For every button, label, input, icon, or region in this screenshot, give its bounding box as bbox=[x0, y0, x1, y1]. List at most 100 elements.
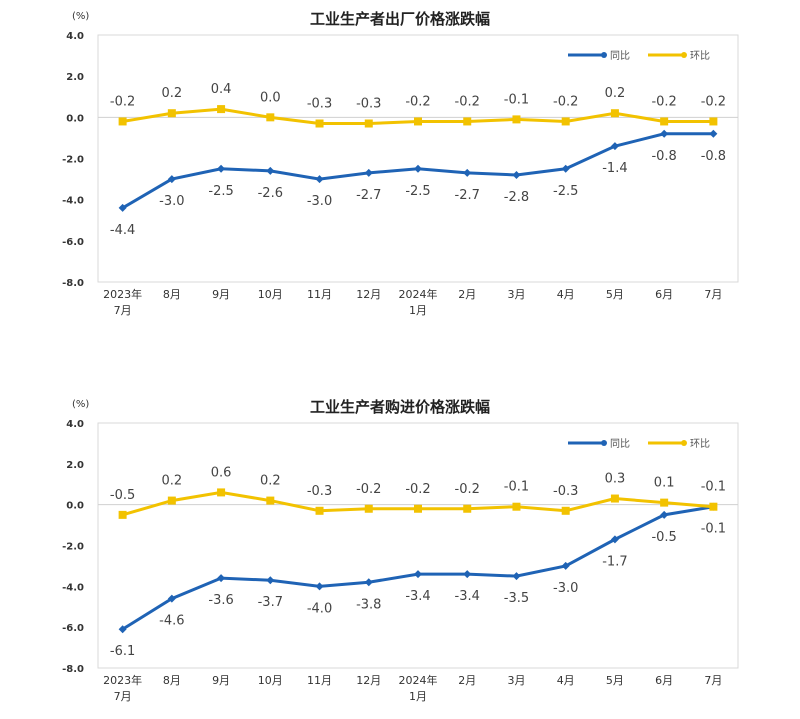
data-label: -0.2 bbox=[701, 94, 726, 109]
data-point bbox=[463, 117, 472, 126]
x-tick-label: 2024年 bbox=[399, 287, 438, 301]
data-label: -3.7 bbox=[258, 595, 283, 610]
y-tick-label: -6.0 bbox=[62, 623, 84, 634]
x-tick-label: 4月 bbox=[557, 288, 575, 301]
x-tick-label: 7月 bbox=[704, 288, 722, 301]
data-point bbox=[512, 572, 521, 581]
data-point bbox=[364, 504, 373, 513]
legend-marker bbox=[681, 52, 687, 58]
data-point bbox=[660, 498, 669, 507]
data-point bbox=[167, 175, 176, 184]
data-label: 0.0 bbox=[260, 90, 281, 105]
data-point bbox=[414, 570, 422, 579]
data-label: -0.2 bbox=[405, 94, 430, 109]
data-point bbox=[364, 119, 373, 128]
y-tick-label: 0.0 bbox=[66, 501, 84, 512]
data-point bbox=[167, 496, 176, 505]
data-label: -3.4 bbox=[405, 589, 430, 604]
data-point bbox=[512, 502, 521, 511]
data-point bbox=[315, 582, 324, 591]
x-tick-label: 10月 bbox=[258, 288, 283, 301]
data-label: 0.4 bbox=[211, 82, 232, 97]
data-point bbox=[364, 578, 373, 587]
data-label: -2.7 bbox=[356, 188, 381, 203]
chart-2: 工业生产者购进价格涨跌幅 (%) 4.0 2.0 0.0 -2.0 -4.0 -6.0 -8.0… bbox=[62, 398, 739, 703]
data-point bbox=[610, 109, 619, 118]
data-label: -4.6 bbox=[159, 614, 184, 629]
data-label: -3.5 bbox=[504, 591, 529, 606]
data-label: -0.2 bbox=[651, 94, 676, 109]
data-label: -3.0 bbox=[159, 194, 184, 209]
data-label: -0.3 bbox=[307, 97, 332, 112]
legend-label: 环比 bbox=[690, 438, 710, 450]
x-tick-label: 9月 bbox=[212, 288, 230, 301]
y-tick-label: 4.0 bbox=[66, 31, 84, 42]
data-label: -2.6 bbox=[258, 186, 283, 201]
x-tick-label: 6月 bbox=[655, 288, 673, 301]
x-tick-label: 2月 bbox=[458, 288, 476, 301]
x-tick-label: 9月 bbox=[212, 674, 230, 687]
data-label: -0.8 bbox=[701, 149, 726, 164]
data-point bbox=[266, 113, 275, 122]
data-label: -0.2 bbox=[356, 482, 381, 497]
data-point bbox=[217, 164, 226, 173]
data-point bbox=[414, 504, 422, 513]
data-point bbox=[610, 142, 619, 151]
y-tick-label: -2.0 bbox=[62, 542, 84, 553]
y-tick-label: -8.0 bbox=[62, 278, 84, 289]
x-tick-label: 8月 bbox=[163, 288, 181, 301]
x-tick-label: 12月 bbox=[356, 288, 381, 301]
data-point bbox=[463, 504, 472, 513]
data-point bbox=[118, 203, 127, 212]
data-label: -0.1 bbox=[701, 480, 726, 495]
data-label: 0.2 bbox=[260, 474, 281, 489]
data-point bbox=[660, 117, 669, 126]
data-label: -0.8 bbox=[651, 149, 676, 164]
data-point bbox=[660, 510, 669, 519]
data-label: -4.4 bbox=[110, 223, 135, 238]
x-tick-label: 11月 bbox=[307, 674, 332, 687]
chart-title: 工业生产者出厂价格涨跌幅 bbox=[310, 10, 490, 28]
x-tick-label: 2月 bbox=[458, 674, 476, 687]
x-tick-label: 1月 bbox=[409, 690, 427, 703]
y-tick-label: -2.0 bbox=[62, 155, 84, 166]
data-point bbox=[266, 496, 275, 505]
y-tick-label: 4.0 bbox=[66, 419, 84, 430]
legend-label: 同比 bbox=[610, 50, 630, 62]
data-label: -0.2 bbox=[455, 94, 480, 109]
data-point bbox=[561, 506, 570, 515]
data-point bbox=[414, 164, 422, 173]
data-label: -3.6 bbox=[208, 593, 233, 608]
data-label: -0.5 bbox=[110, 488, 135, 503]
data-point bbox=[709, 117, 718, 126]
y-tick-label: -4.0 bbox=[62, 582, 84, 593]
data-label: -3.0 bbox=[307, 194, 332, 209]
data-label: -0.3 bbox=[307, 484, 332, 499]
x-tick-label: 10月 bbox=[258, 674, 283, 687]
x-tick-label: 8月 bbox=[163, 674, 181, 687]
data-point bbox=[512, 115, 521, 124]
y-axis-unit: (%) bbox=[72, 11, 89, 22]
x-tick-label: 3月 bbox=[507, 288, 525, 301]
data-point bbox=[167, 109, 176, 118]
data-point bbox=[118, 510, 127, 519]
data-label: -6.1 bbox=[110, 644, 135, 659]
y-tick-label: 0.0 bbox=[66, 113, 84, 124]
data-label: 0.2 bbox=[162, 86, 183, 101]
data-point bbox=[315, 175, 324, 184]
y-tick-label: 2.0 bbox=[66, 460, 84, 471]
y-tick-label: 2.0 bbox=[66, 72, 84, 83]
data-label: -0.1 bbox=[504, 92, 529, 107]
data-point bbox=[660, 129, 669, 138]
data-label: -2.5 bbox=[208, 184, 233, 199]
data-label: 0.3 bbox=[605, 472, 626, 487]
data-label: -2.5 bbox=[553, 184, 578, 199]
x-tick-label: 7月 bbox=[114, 304, 132, 317]
legend-marker bbox=[601, 440, 607, 446]
data-point bbox=[217, 105, 226, 114]
data-label: -4.0 bbox=[307, 601, 332, 616]
data-point bbox=[561, 561, 570, 570]
x-tick-label: 3月 bbox=[507, 674, 525, 687]
